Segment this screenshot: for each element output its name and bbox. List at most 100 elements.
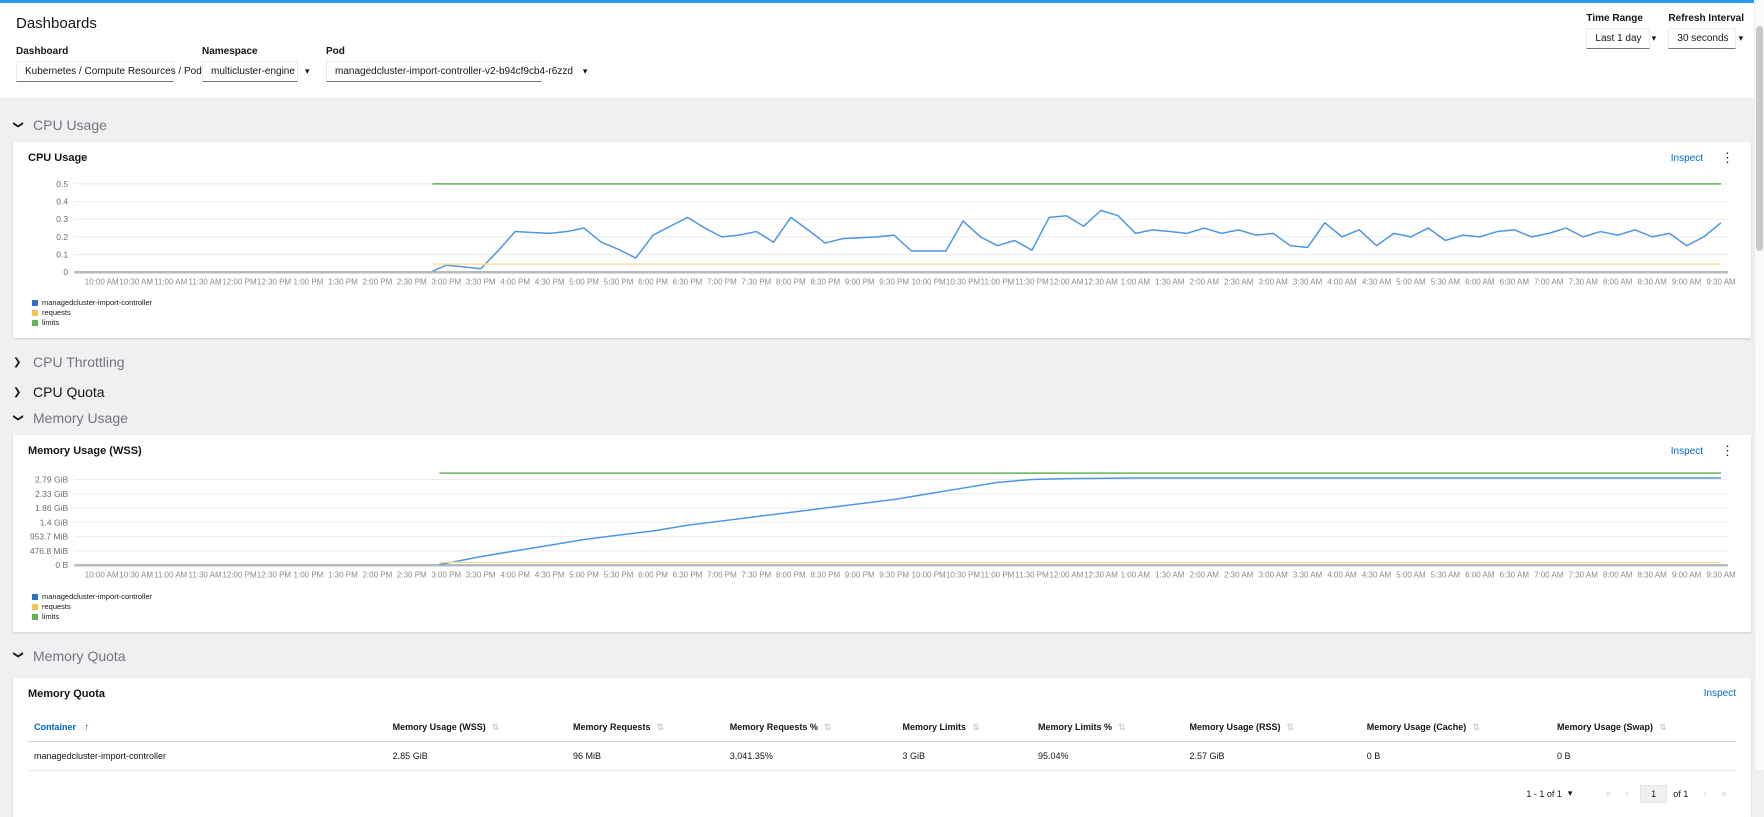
section-title: Memory Quota [33, 647, 126, 664]
svg-text:11:00 AM: 11:00 AM [154, 277, 188, 286]
inspect-link[interactable]: Inspect [1703, 688, 1736, 700]
svg-text:6:30 PM: 6:30 PM [673, 571, 703, 580]
svg-text:1:00 AM: 1:00 AM [1121, 571, 1151, 580]
svg-text:10:30 PM: 10:30 PM [946, 571, 981, 580]
svg-text:0.1: 0.1 [56, 250, 68, 260]
svg-text:6:00 PM: 6:00 PM [638, 277, 668, 286]
sort-icon[interactable]: ⇅ [1659, 721, 1667, 732]
legend-swatch-icon [32, 310, 38, 317]
cpu-usage-card: CPU Usage Inspect ⋮ 0 0.1 0.2 0.3 0.4 0.5 10:0… [13, 142, 1751, 339]
svg-text:0.4: 0.4 [56, 197, 68, 207]
section-cpu-throttling[interactable]: ❯ CPU Throttling [13, 354, 1751, 370]
time-range-select[interactable]: Last 1 day ▾ [1586, 28, 1656, 49]
column-header[interactable]: Memory Usage (WSS) ⇅ [386, 713, 568, 742]
sort-icon[interactable]: ⇅ [1286, 721, 1295, 732]
svg-text:11:00 PM: 11:00 PM [981, 571, 1015, 580]
kebab-menu-icon[interactable]: ⋮ [1721, 150, 1734, 165]
section-cpu-usage[interactable]: ❯ CPU Usage [13, 117, 1751, 133]
prev-page-button[interactable]: ‹ [1625, 787, 1630, 800]
svg-text:2:00 AM: 2:00 AM [1190, 571, 1220, 580]
svg-text:0: 0 [63, 267, 68, 277]
namespace-field: Namespace multicluster-engine ▾ [202, 46, 309, 82]
svg-text:9:00 AM: 9:00 AM [1672, 277, 1702, 286]
first-page-button[interactable]: « [1605, 787, 1612, 800]
svg-text:9:30 AM: 9:30 AM [1706, 277, 1736, 286]
svg-text:12:30 PM: 12:30 PM [257, 277, 292, 286]
svg-text:7:00 AM: 7:00 AM [1534, 571, 1564, 580]
svg-text:3:30 AM: 3:30 AM [1293, 571, 1323, 580]
svg-text:3:30 PM: 3:30 PM [466, 277, 496, 286]
toolbar: Time Range Last 1 day ▾ Refresh Interval… [1586, 13, 1744, 49]
svg-text:8:00 AM: 8:00 AM [1603, 571, 1633, 580]
sort-icon[interactable]: ⇅ [1118, 721, 1126, 732]
column-header[interactable]: Memory Usage (RSS) ⇅ [1183, 713, 1361, 742]
svg-text:8:30 AM: 8:30 AM [1637, 277, 1667, 286]
svg-text:12:30 AM: 12:30 AM [1084, 277, 1118, 286]
legend-label: managedcluster-import-controller [42, 298, 153, 308]
table-cell: 3 GiB [896, 741, 1032, 771]
svg-text:7:00 PM: 7:00 PM [707, 277, 737, 286]
svg-text:9:00 PM: 9:00 PM [845, 277, 875, 286]
table-cell: 0 B [1551, 741, 1736, 771]
sort-icon[interactable]: ⇅ [656, 721, 665, 732]
pagination-summary: 1 - 1 of 1 [1526, 788, 1562, 799]
column-header[interactable]: Memory Requests ⇅ [567, 713, 724, 742]
pod-select[interactable]: managedcluster-import-controller-v2-b94c… [326, 61, 587, 82]
svg-text:11:00 PM: 11:00 PM [981, 277, 1015, 286]
column-header[interactable]: Memory Usage (Cache) ⇅ [1360, 713, 1552, 742]
table-cell: 3,041.35% [723, 741, 897, 771]
dashboard-select[interactable]: Kubernetes / Compute Resources / Pod ▾ [16, 61, 216, 82]
svg-text:6:30 AM: 6:30 AM [1500, 571, 1530, 580]
next-page-button[interactable]: › [1703, 787, 1707, 800]
svg-text:9:00 AM: 9:00 AM [1672, 571, 1702, 580]
legend-swatch-icon [32, 613, 38, 620]
sort-icon[interactable]: ⇅ [1472, 721, 1480, 732]
svg-text:1:30 AM: 1:30 AM [1155, 277, 1185, 286]
svg-text:5:00 AM: 5:00 AM [1396, 571, 1426, 580]
section-cpu-quota[interactable]: ❯ CPU Quota [13, 384, 1751, 400]
current-page-input[interactable]: 1 [1640, 784, 1668, 803]
legend-item: managedcluster-import-controller [32, 298, 1736, 308]
section-title: CPU Throttling [33, 354, 125, 371]
caret-down-icon: ▾ [1651, 33, 1657, 43]
section-memory-usage[interactable]: ❯ Memory Usage [13, 410, 1751, 426]
vertical-scrollbar[interactable] [1754, 0, 1764, 770]
svg-text:8:00 PM: 8:00 PM [776, 571, 806, 580]
legend-item: requests [32, 308, 1736, 318]
caret-down-icon: ▾ [1567, 788, 1573, 799]
last-page-button[interactable]: » [1720, 787, 1727, 800]
sort-icon[interactable]: ⇅ [491, 721, 500, 732]
scrollbar-thumb[interactable] [1756, 26, 1763, 251]
pagination: 1 - 1 of 1 ▾ « ‹ 1 of 1 › » [32, 784, 1732, 803]
legend-label: requests [42, 308, 71, 318]
column-header[interactable]: Memory Limits ⇅ [896, 713, 1032, 742]
svg-text:10:30 PM: 10:30 PM [946, 277, 981, 286]
column-header[interactable]: Memory Limits % ⇅ [1032, 713, 1184, 742]
kebab-menu-icon[interactable]: ⋮ [1721, 443, 1734, 459]
time-range-field: Time Range Last 1 day ▾ [1586, 13, 1656, 49]
legend-swatch-icon [32, 603, 38, 610]
legend-label: limits [42, 611, 60, 621]
pagination-summary-select[interactable]: 1 - 1 of 1 ▾ [1526, 788, 1572, 799]
svg-text:5:30 PM: 5:30 PM [604, 277, 634, 286]
legend-swatch-icon [32, 300, 38, 307]
column-header[interactable]: Memory Usage (Swap) ⇅ [1551, 713, 1736, 742]
sort-icon[interactable]: ⇅ [823, 721, 832, 732]
svg-text:4:30 AM: 4:30 AM [1362, 277, 1392, 286]
column-header[interactable]: Container ↑ [28, 713, 387, 742]
svg-text:12:00 PM: 12:00 PM [222, 571, 257, 580]
sort-icon[interactable]: ⇅ [972, 721, 980, 732]
column-header[interactable]: Memory Requests % ⇅ [723, 713, 897, 742]
memory-quota-card: Memory Quota Inspect Container ↑ Memory Us… [13, 677, 1751, 817]
sort-ascending-icon[interactable]: ↑ [84, 721, 90, 733]
refresh-interval-select[interactable]: 30 seconds ▾ [1668, 28, 1743, 49]
inspect-link[interactable]: Inspect [1670, 445, 1703, 457]
section-memory-quota[interactable]: ❯ Memory Quota [13, 648, 1751, 664]
cpu-usage-legend: managedcluster-import-controller requests… [32, 298, 1736, 328]
chevron-down-icon: ❯ [12, 650, 24, 659]
svg-text:8:30 AM: 8:30 AM [1637, 571, 1667, 580]
inspect-link[interactable]: Inspect [1670, 152, 1703, 164]
memory-usage-legend: managedcluster-import-controller requests… [32, 592, 1736, 622]
namespace-select[interactable]: multicluster-engine ▾ [202, 61, 309, 82]
chevron-down-icon: ❯ [12, 413, 24, 422]
